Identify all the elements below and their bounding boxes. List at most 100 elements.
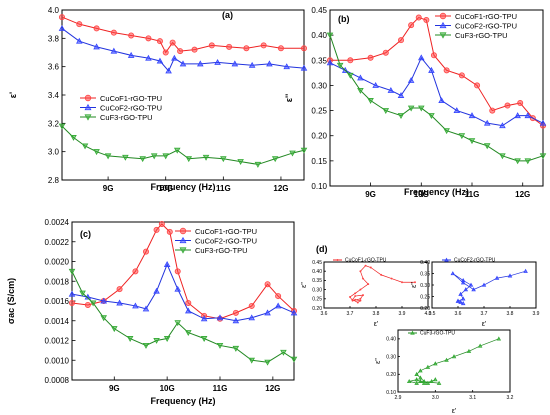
x-tick-label-a-1: 10G [158, 184, 173, 193]
data-point-a-0-4 [128, 32, 135, 39]
legend-marker-b-0 [439, 12, 447, 20]
data-point-c-1-2 [100, 297, 107, 304]
y-tick-label-d2-3: 0.35 [420, 271, 430, 277]
y-tick-label-a-5: 3.8 [48, 34, 60, 43]
x-axis-label-d3: ε' [452, 408, 456, 415]
data-point-c-2-2 [89, 300, 97, 307]
data-point-b-1-4 [387, 87, 395, 93]
data-point-c-2-9 [174, 320, 181, 327]
data-point-c-1-11 [216, 314, 224, 321]
y-tick-label-a-6: 4.0 [48, 6, 60, 15]
legend-marker-a-0 [84, 94, 92, 102]
data-point-d3-0-12 [406, 378, 412, 384]
data-point-d3-0-13 [414, 377, 419, 382]
y-tick-label-d2-2: 0.30 [420, 283, 430, 289]
data-point-a-2-9 [173, 147, 181, 154]
data-point-d2-0-6 [450, 271, 456, 276]
data-point-b-1-11 [468, 112, 476, 119]
data-point-a-2-6 [139, 156, 146, 163]
x-axis-label-d1: ε' [374, 321, 378, 328]
legend-label-a-2: CuF3-rGO-TPU [100, 113, 153, 122]
data-point-a-1-10 [197, 60, 204, 67]
data-point-b-1-15 [524, 112, 532, 119]
data-point-d3-0-19 [436, 380, 442, 385]
data-point-a-0-7 [162, 49, 169, 56]
data-point-a-1-3 [110, 47, 118, 54]
data-point-a-2-17 [300, 147, 308, 154]
data-point-c-1-10 [200, 315, 208, 322]
data-point-b-2-15 [514, 158, 521, 165]
y-tick-label-c-2: 0.0012 [45, 337, 70, 346]
data-point-a-0-6 [156, 38, 163, 45]
data-point-d2-0-7 [460, 277, 466, 283]
data-point-c-2-7 [153, 338, 160, 344]
y-tick-label-c-4: 0.0016 [45, 297, 70, 306]
data-point-d3-0-14 [421, 380, 427, 385]
y-tick-label-b-7: 0.45 [311, 6, 327, 15]
y-tick-label-d1-3: 0.35 [312, 278, 322, 284]
data-point-d1-0-16 [351, 298, 354, 301]
y-tick-label-a-0: 2.8 [48, 176, 60, 185]
legend-label-b-2: CuF3-rGO-TPU [455, 31, 508, 40]
data-point-c-2-17 [290, 356, 298, 363]
legend-marker-d2-0 [444, 257, 449, 262]
data-point-a-1-4 [127, 51, 135, 58]
legend-label-d3-0: CuF3-rGO-TPU [420, 331, 455, 337]
data-point-b-1-2 [357, 74, 364, 81]
data-point-a-2-0 [58, 123, 66, 130]
x-tick-label-a-3: 12G [273, 184, 288, 193]
data-point-c-1-5 [142, 305, 150, 312]
y-tick-label-d3-2: 0.30 [386, 354, 396, 360]
data-point-d3-0-11 [414, 380, 419, 385]
data-point-b-2-13 [483, 143, 491, 150]
y-tick-label-d1-1: 0.25 [312, 297, 322, 303]
data-point-b-0-12 [489, 107, 496, 114]
data-point-c-0-9 [174, 268, 181, 275]
y-axis-label-d3: ε'' [375, 358, 382, 364]
data-point-b-0-10 [458, 72, 465, 79]
data-point-b-2-11 [458, 133, 466, 140]
legend-label-d2-0: CuCoF2-rGO-TPU [454, 258, 496, 264]
data-point-b-2-16 [524, 158, 532, 165]
legend-label-c-2: CuF3-rGO-TPU [195, 246, 248, 255]
data-point-b-1-8 [428, 66, 435, 73]
data-point-c-2-4 [111, 326, 118, 333]
data-point-c-0-15 [264, 281, 271, 288]
x-tick-label-d3-0: 2.9 [395, 395, 402, 401]
data-point-d2-0-1 [507, 273, 513, 278]
data-point-a-1-5 [145, 54, 152, 61]
legend-label-a-0: CuCoF1-rGO-TPU [100, 94, 162, 103]
data-point-b-0-4 [397, 37, 404, 44]
data-point-a-0-15 [277, 45, 284, 52]
series-line-d3-0 [409, 338, 499, 384]
y-tick-label-d1-2: 0.30 [312, 287, 322, 293]
y-tick-label-d1-5: 0.45 [312, 260, 322, 266]
data-point-c-0-7 [158, 220, 165, 227]
data-point-b-0-5 [408, 22, 415, 29]
data-point-b-2-3 [357, 87, 364, 94]
data-point-c-2-3 [100, 315, 107, 322]
data-point-d1-0-2 [390, 277, 393, 280]
data-point-d1-0-13 [359, 297, 362, 300]
x-tick-label-b-1: 10G [414, 190, 429, 199]
data-point-a-1-16 [300, 64, 308, 71]
data-point-c-0-4 [132, 268, 139, 275]
data-point-c-1-14 [264, 309, 271, 316]
panel-label-a: (a) [222, 10, 233, 20]
data-point-b-1-5 [397, 92, 405, 98]
y-tick-label-c-5: 0.0018 [45, 277, 70, 286]
data-point-c-2-8 [163, 336, 171, 342]
data-point-c-2-0 [68, 268, 76, 275]
data-point-a-0-0 [59, 14, 66, 21]
x-tick-label-b-2: 11G [465, 190, 480, 199]
y-tick-label-b-3: 0.25 [311, 107, 327, 116]
series-line-c-1 [71, 263, 295, 322]
data-point-a-0-8 [169, 39, 176, 46]
data-point-a-1-15 [283, 63, 290, 70]
data-point-a-2-14 [254, 161, 262, 168]
y-tick-label-d2-0: 0.20 [420, 306, 430, 312]
x-tick-label-d2-0: 3.5 [429, 311, 436, 317]
legend-marker-b-2 [439, 32, 447, 39]
data-point-b-0-13 [504, 102, 511, 109]
series-line-c-0 [71, 223, 295, 320]
